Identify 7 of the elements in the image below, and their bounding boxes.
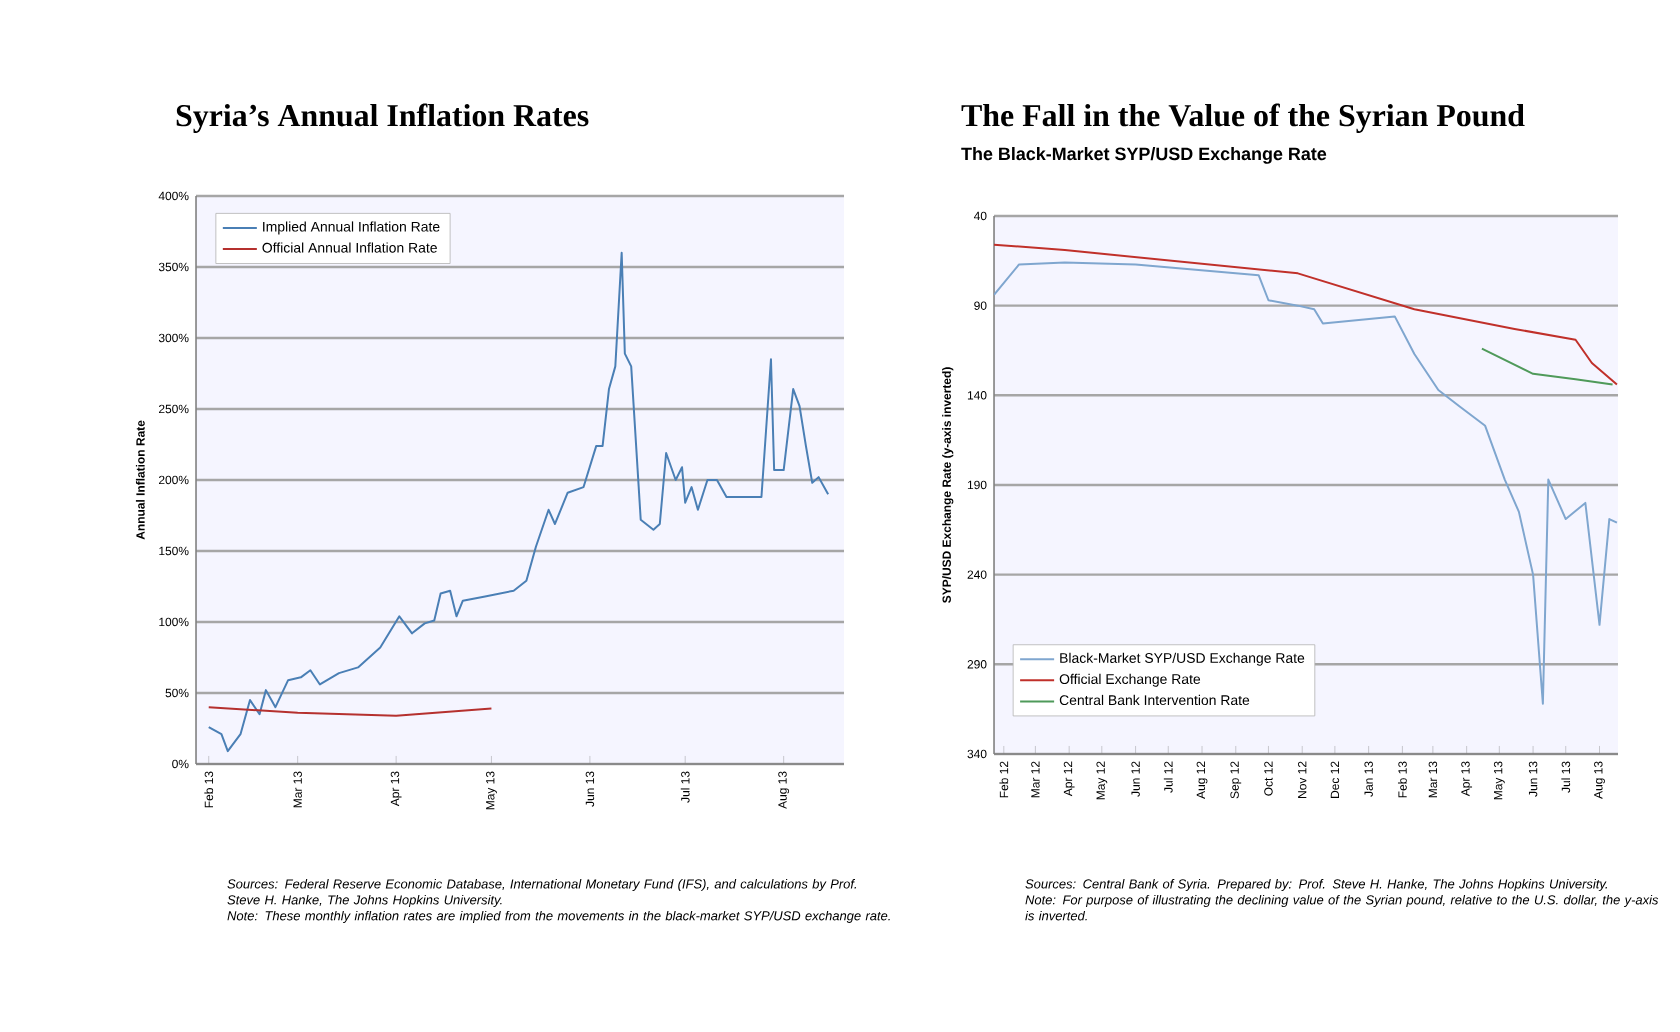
line-series [994, 243, 1618, 386]
chart-title: The Fall in the Value of the Syrian Pound [961, 103, 1525, 133]
chart-title: Syria’s Annual Inflation Rates [176, 103, 589, 133]
line-series [207, 251, 830, 753]
chart-subtitle: The Black-Market SYP/USD Exchange Rate [961, 147, 1327, 164]
line-series [994, 261, 1618, 705]
line-series [1480, 347, 1614, 386]
